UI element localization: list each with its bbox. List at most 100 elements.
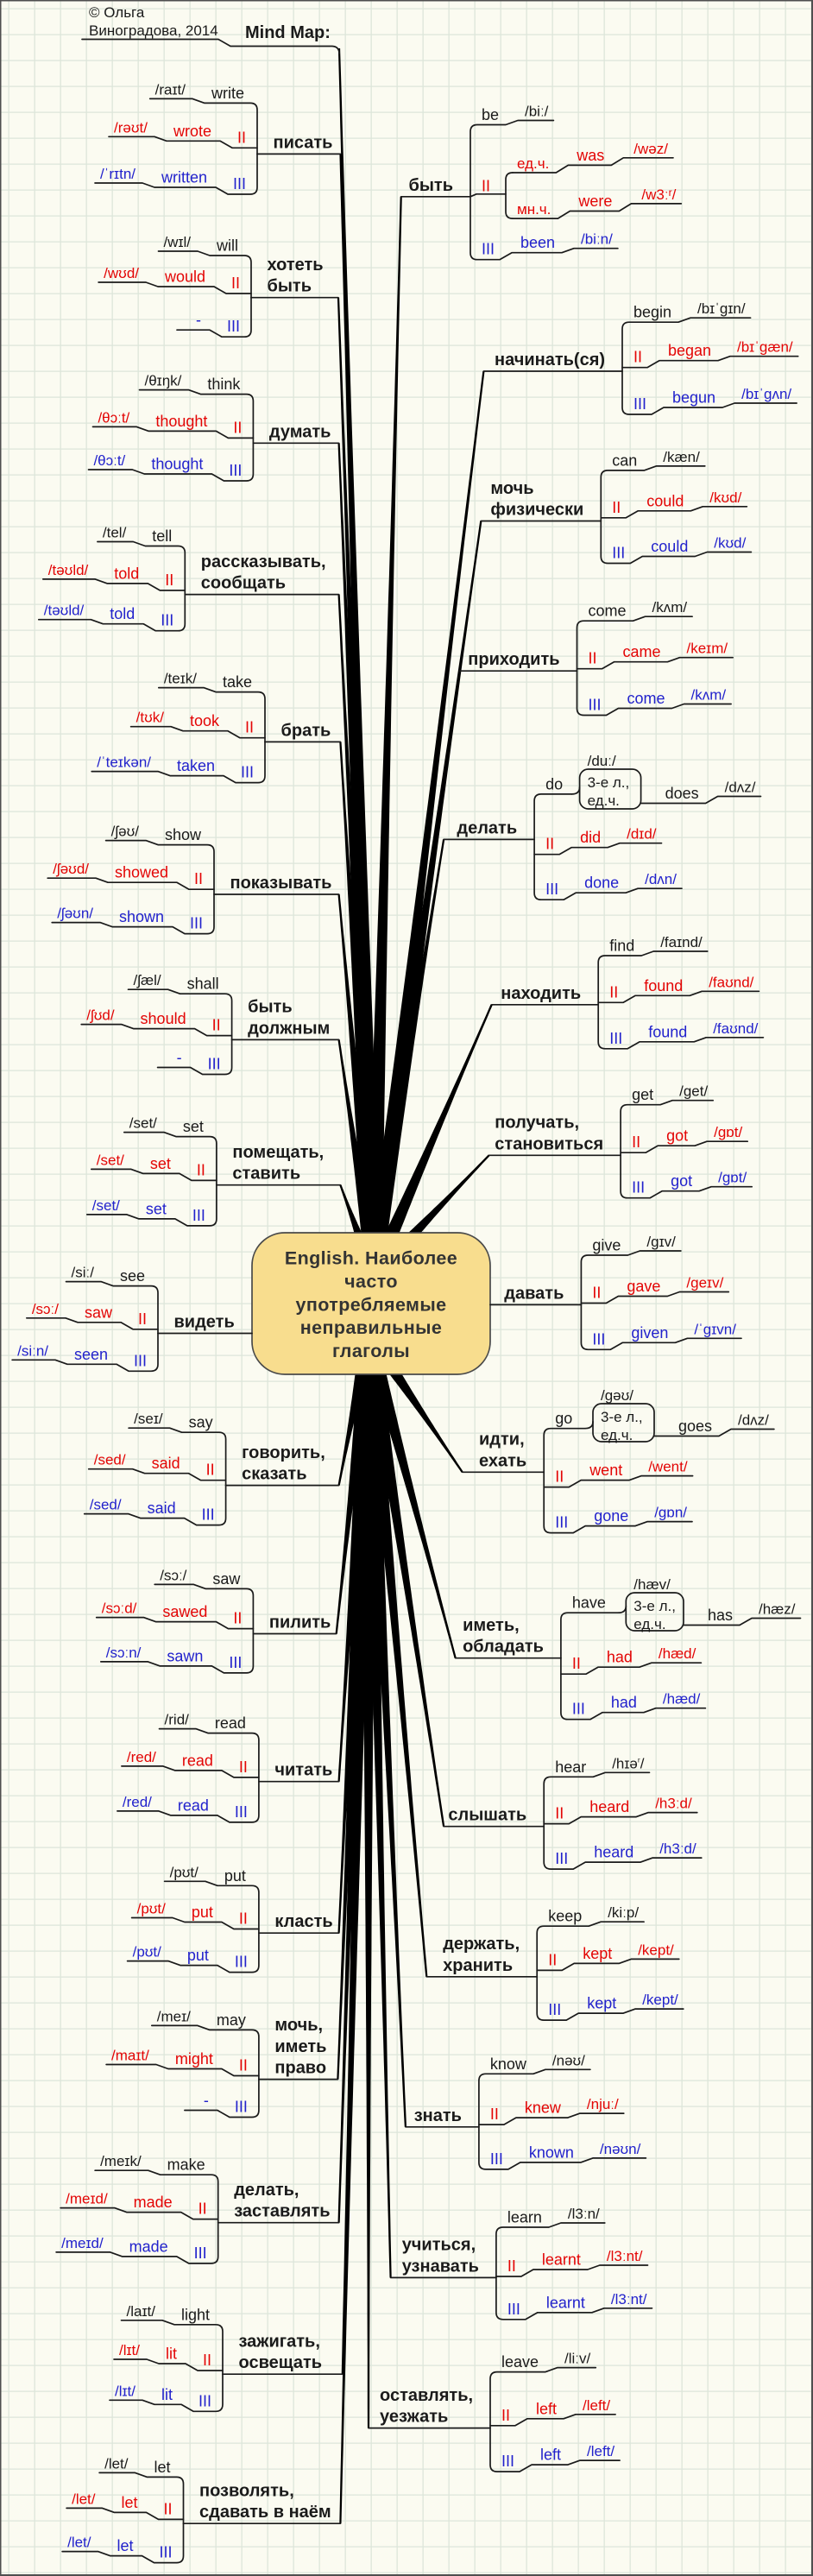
svg-text:3-е л.,: 3-е л., (633, 1598, 676, 1614)
svg-text:found: found (648, 1023, 687, 1040)
svg-text:/liːv/: /liːv/ (564, 2351, 591, 2367)
svg-text:/kʌm/: /kʌm/ (691, 687, 727, 704)
svg-text:/left/: /left/ (587, 2443, 614, 2459)
svg-text:/nəʊn/: /nəʊn/ (600, 2141, 641, 2157)
svg-text:помещать,: помещать, (232, 1143, 324, 1162)
svg-text:learnt: learnt (546, 2294, 585, 2311)
svg-text:хотеть: хотеть (268, 256, 324, 275)
svg-text:left: left (536, 2400, 557, 2417)
svg-text:III: III (612, 545, 625, 562)
svg-text:III: III (227, 318, 240, 335)
svg-text:делать,: делать, (234, 2181, 299, 2200)
svg-text:ед.ч.: ед.ч. (601, 1427, 633, 1443)
svg-text:II: II (233, 419, 242, 436)
svg-text:мочь,: мочь, (274, 2016, 323, 2035)
svg-text:класть: класть (274, 1912, 332, 1931)
svg-text:be: be (482, 106, 499, 123)
svg-text:/dʌz/: /dʌz/ (738, 1412, 769, 1429)
svg-text:/kiːp/: /kiːp/ (608, 1904, 639, 1921)
svg-text:© Ольга: © Ольга (89, 4, 145, 21)
svg-text:/bɪˈgɪn/: /bɪˈgɪn/ (697, 300, 746, 317)
svg-text:have: have (572, 1594, 606, 1612)
svg-text:III: III (589, 697, 602, 714)
svg-text:begin: begin (633, 304, 671, 321)
svg-text:been: been (520, 234, 555, 251)
svg-text:let: let (117, 2537, 133, 2554)
svg-text:III: III (159, 2544, 172, 2561)
svg-text:III: III (592, 1330, 605, 1348)
svg-text:сдавать в наём: сдавать в наём (199, 2503, 331, 2522)
svg-text:/hɪəʳ/: /hɪəʳ/ (612, 1755, 645, 1771)
svg-text:III: III (208, 1056, 221, 1073)
svg-text:II: II (482, 177, 490, 194)
svg-text:знать: знать (414, 2106, 462, 2125)
svg-text:said: said (152, 1455, 180, 1472)
svg-text:heard: heard (589, 1798, 629, 1815)
svg-text:показывать: показывать (230, 874, 332, 893)
svg-text:II: II (206, 1462, 215, 1479)
svg-text:told: told (114, 565, 139, 582)
svg-text:/dʌz/: /dʌz/ (725, 780, 756, 796)
svg-text:/set/: /set/ (129, 1115, 157, 1132)
svg-text:Виноградова, 2014: Виноградова, 2014 (89, 22, 218, 39)
svg-text:may: may (217, 2011, 246, 2029)
svg-text:неправильные: неправильные (300, 1317, 442, 1338)
svg-text:освещать: освещать (239, 2353, 323, 2372)
svg-text:/l3ːnt/: /l3ːnt/ (607, 2248, 643, 2264)
svg-text:II: II (507, 2257, 516, 2275)
svg-text:/ʃæl/: /ʃæl/ (133, 972, 161, 988)
svg-text:II: II (555, 1805, 564, 1822)
svg-text:/let/: /let/ (72, 2491, 96, 2507)
svg-text:were: were (577, 193, 612, 210)
svg-text:/kʊd/: /kʊd/ (709, 489, 741, 506)
svg-text:/wɪl/: /wɪl/ (163, 234, 191, 250)
svg-text:/red/: /red/ (123, 1794, 152, 1810)
svg-text:/l3ːn/: /l3ːn/ (568, 2206, 600, 2222)
svg-text:глаголы: глаголы (332, 1341, 410, 1361)
svg-text:зажигать,: зажигать, (239, 2333, 320, 2352)
svg-text:taken: taken (177, 757, 215, 774)
svg-text:/w3ːr/: /w3ːr/ (641, 186, 676, 203)
svg-text:оставлять,: оставлять, (380, 2386, 473, 2405)
svg-text:began: began (668, 342, 711, 359)
svg-text:/pʊt/: /pʊt/ (133, 1944, 162, 1960)
svg-text:мн.ч.: мн.ч. (517, 201, 551, 218)
svg-text:III: III (194, 2245, 207, 2262)
svg-text:/laɪt/: /laɪt/ (127, 2303, 156, 2320)
svg-text:show: show (165, 826, 202, 843)
svg-text:II: II (633, 349, 642, 366)
svg-text:II: II (490, 2106, 499, 2123)
svg-text:III: III (235, 1803, 248, 1821)
svg-text:/θɔːt/: /θɔːt/ (93, 452, 125, 469)
svg-text:/kæn/: /kæn/ (663, 449, 700, 465)
svg-text:/dɪd/: /dɪd/ (627, 826, 657, 843)
svg-text:физически: физически (490, 501, 583, 520)
svg-text:do: do (545, 775, 563, 792)
svg-text:shown: shown (119, 908, 164, 925)
svg-text:/raɪt/: /raɪt/ (155, 81, 186, 98)
svg-text:did: did (580, 829, 601, 846)
svg-text:начинать(ся): начинать(ся) (495, 350, 605, 369)
svg-text:III: III (555, 1850, 568, 1867)
svg-text:/rid/: /rid/ (165, 1712, 190, 1728)
svg-text:/keɪm/: /keɪm/ (687, 641, 728, 657)
svg-text:done: done (584, 874, 619, 892)
svg-text:находить: находить (501, 984, 581, 1003)
svg-text:III: III (235, 1954, 248, 1971)
svg-text:3-е л.,: 3-е л., (588, 774, 630, 791)
svg-text:/ʃʊd/: /ʃʊd/ (86, 1007, 115, 1024)
svg-text:found: found (644, 977, 683, 994)
svg-text:saw: saw (85, 1304, 113, 1321)
svg-text:would: would (164, 268, 205, 286)
svg-text:/meɪ/: /meɪ/ (157, 2008, 191, 2024)
svg-text:set: set (150, 1155, 171, 1172)
svg-text:пилить: пилить (269, 1613, 331, 1632)
svg-text:saw: saw (212, 1570, 241, 1588)
svg-text:sawn: sawn (167, 1647, 203, 1664)
svg-text:said: said (148, 1500, 176, 1517)
svg-text:II: II (501, 2407, 510, 2424)
svg-text:put: put (187, 1947, 209, 1964)
svg-text:/hæd/: /hæd/ (663, 1691, 701, 1708)
svg-text:/seɪ/: /seɪ/ (134, 1411, 163, 1427)
svg-text:III: III (199, 2392, 211, 2409)
